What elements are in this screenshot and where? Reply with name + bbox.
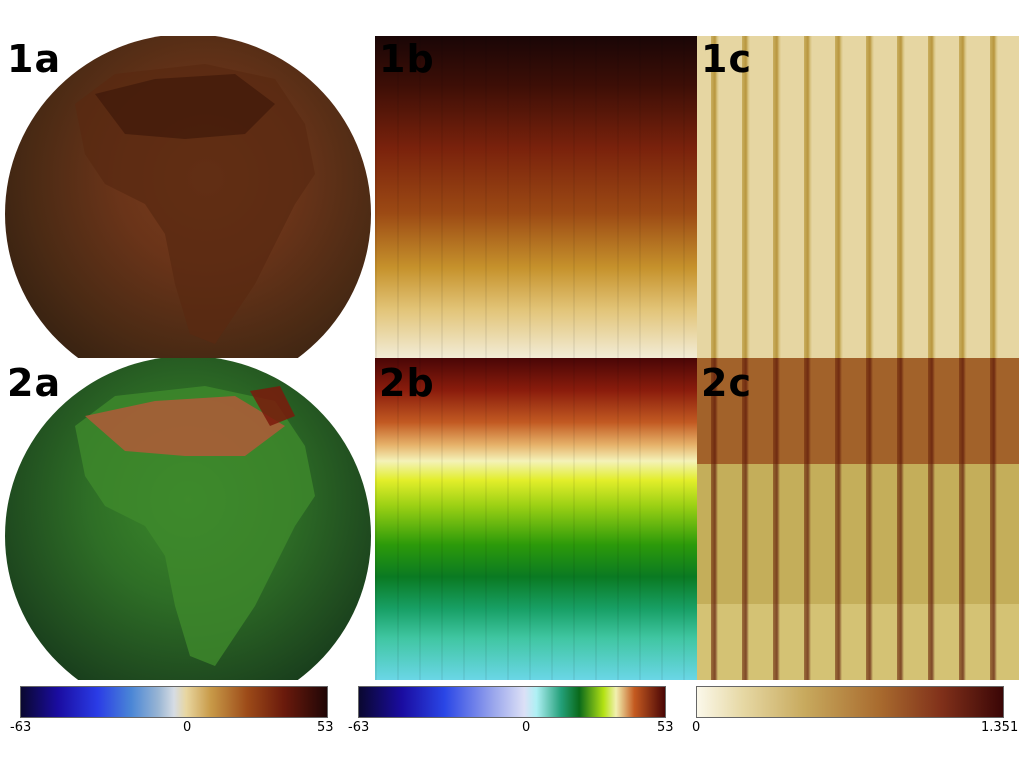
colorbar-3-max-label: 1.351 [981,720,1019,735]
panel-2b: 2b [375,358,697,680]
colorbar-2-max-label: 53 [657,720,674,735]
panel-2c: 2c [697,358,1019,680]
panel-1c: 1c [697,36,1019,358]
vertical-banding-2b [375,358,697,680]
panel-label-1a: 1a [7,37,62,81]
colorbar-3 [696,686,1004,718]
panel-label-2b: 2b [379,361,435,405]
colorbar-1-max-label: 53 [317,720,334,735]
colorbar-2-mid-label: 0 [522,720,531,735]
vertical-stripes-2c [697,358,1019,680]
panel-label-2a: 2a [7,361,62,405]
colorbar-1 [20,686,328,718]
colorbar-3-min-label: 0 [692,720,701,735]
globe-2a [5,358,371,680]
panel-2a: 2a [0,358,375,680]
panel-label-2c: 2c [701,361,752,405]
colorbar-2 [358,686,666,718]
continent-shape-2a [75,386,315,666]
colorbar-2-min-label: -63 [348,720,370,735]
globe-1a [5,36,371,358]
panel-1b: 1b [375,36,697,358]
vertical-stripes-1c [697,36,1019,358]
colorbar-1-min-label: -63 [10,720,32,735]
vertical-banding-1b [375,36,697,358]
panel-1a: 1a [0,36,375,358]
colorbar-1-mid-label: 0 [183,720,192,735]
continent-shape-1a [75,64,315,344]
panel-label-1c: 1c [701,37,752,81]
panel-label-1b: 1b [379,37,435,81]
